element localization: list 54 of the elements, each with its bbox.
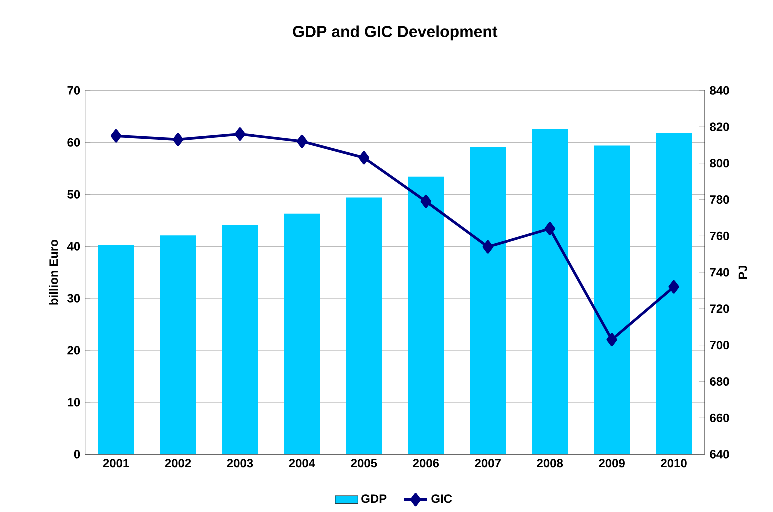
x-tick-label: 2009 xyxy=(599,459,625,468)
y-tick-label: 70 xyxy=(68,86,80,95)
legend-label: GDP xyxy=(362,494,387,504)
y2-tick-label: 640 xyxy=(710,450,730,459)
y-tick-label: 10 xyxy=(68,398,80,407)
y2-tick-label: 800 xyxy=(710,159,730,168)
bar xyxy=(160,236,196,455)
point xyxy=(358,151,370,165)
bar xyxy=(656,133,692,455)
chart-title: GDP and GIC Development xyxy=(293,26,498,41)
x-tick-label: 2002 xyxy=(165,459,192,468)
y-tick-label: 50 xyxy=(68,190,80,199)
y2-tick-label: 780 xyxy=(710,196,730,204)
point xyxy=(110,130,122,143)
legend-label: GIC xyxy=(432,494,452,504)
point xyxy=(668,280,680,294)
x-tick-label: 2010 xyxy=(661,459,687,468)
x-tick-label: 2004 xyxy=(289,459,316,468)
x-tick-label: 2003 xyxy=(227,459,254,468)
x-tick-label: 2008 xyxy=(537,459,564,468)
x-tick-label: 2006 xyxy=(413,459,440,468)
point xyxy=(172,133,184,147)
x-tick-label: 2007 xyxy=(475,459,501,468)
y2-tick-label: 740 xyxy=(710,268,730,277)
point xyxy=(296,135,308,148)
y2-tick-label: 760 xyxy=(710,232,730,241)
y-tick-label: 60 xyxy=(68,138,80,147)
bar xyxy=(594,146,630,455)
y2-axis-title: PJ xyxy=(738,266,748,280)
bar xyxy=(532,129,568,455)
bar xyxy=(284,214,320,455)
point xyxy=(234,128,246,142)
y2-tick-label: 720 xyxy=(710,304,730,314)
point xyxy=(606,333,618,347)
y2-tick-label: 820 xyxy=(710,122,730,132)
y2-tick-label: 680 xyxy=(710,378,730,386)
bar xyxy=(222,225,258,455)
y-tick-label: 0 xyxy=(74,450,80,459)
y-axis-title: billion Euro xyxy=(49,240,58,305)
bar xyxy=(346,198,382,455)
point xyxy=(482,240,494,254)
y-tick-label: 40 xyxy=(67,242,80,251)
y-tick-label: 20 xyxy=(68,346,80,355)
bar xyxy=(408,177,444,455)
y2-tick-label: 660 xyxy=(710,414,730,422)
y2-tick-label: 840 xyxy=(710,86,730,95)
x-tick-label: 2001 xyxy=(103,459,130,468)
point xyxy=(420,195,432,208)
point xyxy=(544,222,556,236)
bar xyxy=(470,147,506,455)
bar xyxy=(98,245,134,455)
x-tick-label: 2005 xyxy=(351,459,378,468)
y2-tick-label: 700 xyxy=(710,341,730,350)
y-tick-label: 30 xyxy=(68,294,80,303)
